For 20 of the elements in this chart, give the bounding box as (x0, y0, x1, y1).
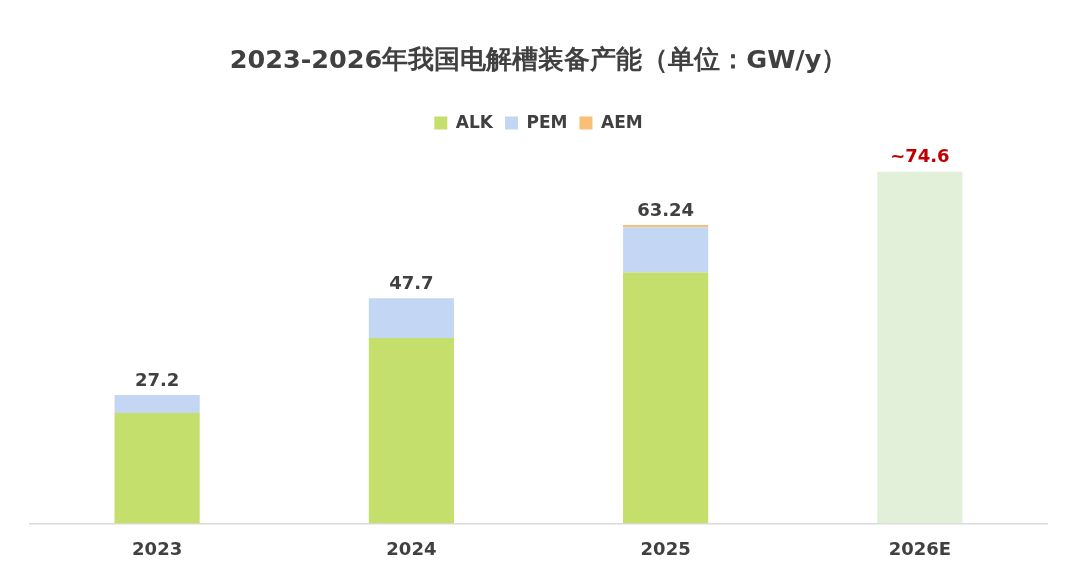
bar (623, 272, 709, 524)
x-tick-label: 2024 (386, 537, 437, 559)
annotation: 27.2 (134, 368, 180, 390)
x-tick-label: 2023 (132, 537, 183, 559)
bar (114, 394, 200, 413)
bar (623, 225, 709, 228)
bar (623, 227, 709, 273)
bar (114, 412, 200, 524)
legend-label: ALK (455, 111, 494, 132)
legend-label: AEM (600, 111, 643, 132)
x-tick-label: 2026E (888, 537, 952, 559)
x-tick-label: 2025 (640, 537, 691, 559)
bar (368, 298, 454, 338)
annotation: 47.7 (389, 271, 434, 293)
bar (368, 338, 454, 524)
annotation: 63.24 (637, 198, 695, 220)
annotation: ~74.6 (890, 145, 950, 167)
chart-title: 2023-2026年我国电解槽装备产能（单位：GW/y） (229, 43, 848, 74)
bar (877, 171, 963, 524)
legend-label: PEM (526, 111, 568, 132)
